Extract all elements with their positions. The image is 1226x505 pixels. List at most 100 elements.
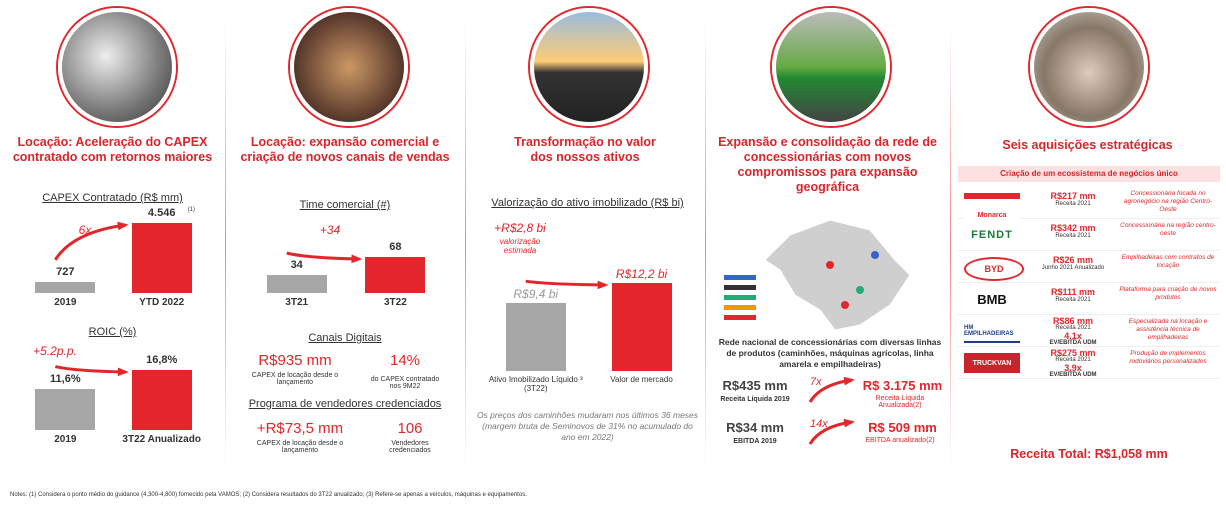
acq-multiple: 3.9x <box>1064 363 1082 373</box>
acq-sub: Receita 2021 <box>1055 357 1091 363</box>
acq-desc: Concessionária na região centro-oeste <box>1120 222 1216 237</box>
legend-logo <box>724 285 756 290</box>
kpi-value: 14% <box>389 352 421 369</box>
multiple: 7x <box>810 376 822 388</box>
arrow-head <box>117 221 129 231</box>
arrow-head <box>597 280 609 290</box>
arrow-head <box>843 376 855 386</box>
kpi-value: R$935 mm <box>258 352 332 369</box>
value-note: (1) <box>187 207 196 213</box>
category-label: 3T22 <box>383 297 407 308</box>
from-value: R$435 mm <box>722 378 788 393</box>
logo: BYD <box>964 257 1024 281</box>
kpi-label: CAPEX de locação desde o lançamento <box>251 372 339 386</box>
kpi-value: 106 <box>397 420 423 437</box>
arrow-line <box>54 223 126 261</box>
acq-value: R$275 mm <box>1050 348 1096 358</box>
legend-logo <box>724 295 756 300</box>
chart-title: Valorização do ativo imobilizado (R$ bi) <box>491 197 684 209</box>
from-label: Receita Líquida 2019 <box>720 396 790 403</box>
annotation: +34 <box>319 223 341 237</box>
kpi-label: do CAPEX contratado nos 9M22 <box>370 376 440 390</box>
acq-desc: Plataforma para criação de novos produto… <box>1119 286 1217 301</box>
bar <box>35 281 96 293</box>
footnote: Os preços dos caminhões mudaram nos últi… <box>476 410 699 442</box>
bar <box>266 275 327 293</box>
category-label: Ativo Imobilizado Líquido ³ (3T22) <box>488 375 583 393</box>
to-value: R$ 3.175 mm <box>862 378 943 393</box>
separator <box>225 20 226 470</box>
to-value: R$ 509 mm <box>868 420 937 435</box>
acquisition-row: HM EMPILHADEIRAS R$86 mm Receita 2021 4.1x E… <box>958 316 1220 347</box>
arrow-line <box>286 251 360 261</box>
map-pin <box>856 286 864 294</box>
value-label: 727 <box>56 265 75 278</box>
annotation: +5.2p.p. <box>33 344 77 358</box>
multiple: 14x <box>810 418 828 430</box>
acq-value: R$342 mm <box>1050 223 1096 233</box>
column-title: Expansão e consolidação da rede de conce… <box>718 135 937 194</box>
annotation: +R$2,8 bi <box>494 221 546 235</box>
to-label: EBITDA anualizado(2) <box>865 437 935 444</box>
arrow-head <box>351 254 363 264</box>
value-label: 68 <box>389 241 402 253</box>
from-label: EBITDA 2019 <box>733 438 777 445</box>
chart-title: CAPEX Contratado (R$ mm) <box>42 192 183 204</box>
photo <box>1030 8 1148 126</box>
acquisition-row: TRUCKVAN R$275 mm Receita 2021 3.9x EV/EBITD… <box>958 348 1220 379</box>
map-pin <box>871 251 879 259</box>
arrow-box <box>800 410 860 450</box>
acq-desc: Produção de implementos rodoviários pers… <box>1129 350 1207 365</box>
category-label: Valor de mercado <box>610 375 673 384</box>
legend-logo <box>724 305 756 310</box>
chart-title: Time comercial (#) <box>299 199 391 211</box>
map-shape <box>764 219 911 331</box>
map-pin <box>826 261 834 269</box>
chart: 34 3T21 68 3T22 +34 <box>240 215 450 311</box>
separator <box>950 20 951 470</box>
kpi-value: +R$73,5 mm <box>256 420 344 437</box>
map-pin <box>841 301 849 309</box>
from-value: R$34 mm <box>726 420 784 435</box>
arrow <box>525 279 609 290</box>
acq-sub: Receita 2021 <box>1055 325 1091 331</box>
logo: HM EMPILHADEIRAS <box>964 321 1020 343</box>
column-title: Seis aquisições estratégicas <box>1002 138 1173 152</box>
arrow-line <box>54 365 126 374</box>
acq-sub: Receita 2021 <box>1055 297 1091 303</box>
value-label: 16,8% <box>146 354 178 366</box>
annotation-sub: valorização estimada <box>499 237 541 255</box>
arrow-head <box>843 418 855 428</box>
value-label: R$12,2 bi <box>615 267 668 281</box>
photo <box>290 8 408 126</box>
section-title: Canais Digitais <box>308 332 382 344</box>
value-label: 11,6% <box>50 372 81 385</box>
logo: Monarca <box>964 193 1020 219</box>
acq-value: R$111 mm <box>1050 287 1096 297</box>
arrow-box <box>800 368 860 408</box>
category-label: 3T22 Anualizado <box>122 434 201 445</box>
bar <box>131 223 192 293</box>
bar <box>131 370 192 430</box>
value-label: R$9,4 bi <box>513 287 559 302</box>
acquisition-row: BMB R$111 mm Receita 2021 Plataforma para c… <box>958 284 1220 315</box>
photo <box>58 8 176 126</box>
logo: TRUCKVAN <box>964 353 1020 373</box>
category-label: 3T21 <box>285 297 309 308</box>
acq-multiple: 4.1x <box>1064 331 1082 341</box>
acq-sub: Receita 2021 <box>1055 233 1091 239</box>
to-label: Receita Líquida Anualizada(2) <box>875 395 925 409</box>
bar <box>365 257 426 293</box>
acq-value: R$217 mm <box>1050 191 1096 201</box>
logo: BMB <box>977 291 1007 307</box>
arrow <box>808 376 855 403</box>
acq-desc: Empilhadeiras com contratos de locação <box>1121 254 1215 269</box>
chart: 727 2019 4.546 (1) YTD 2022 6x <box>10 205 215 311</box>
acq-desc: Concessionária focada no agronegócio na … <box>1123 190 1213 213</box>
separator <box>465 20 466 470</box>
bar <box>505 303 566 371</box>
acq-desc: Especializada na locação e assistência t… <box>1128 318 1208 341</box>
acquisition-row: BYD R$26 mm Junho 2021 Anualizado Empilhade… <box>958 252 1220 283</box>
bar <box>611 283 672 371</box>
acquisition-row: FENDT R$342 mm Receita 2021 Concessionária … <box>958 220 1220 251</box>
